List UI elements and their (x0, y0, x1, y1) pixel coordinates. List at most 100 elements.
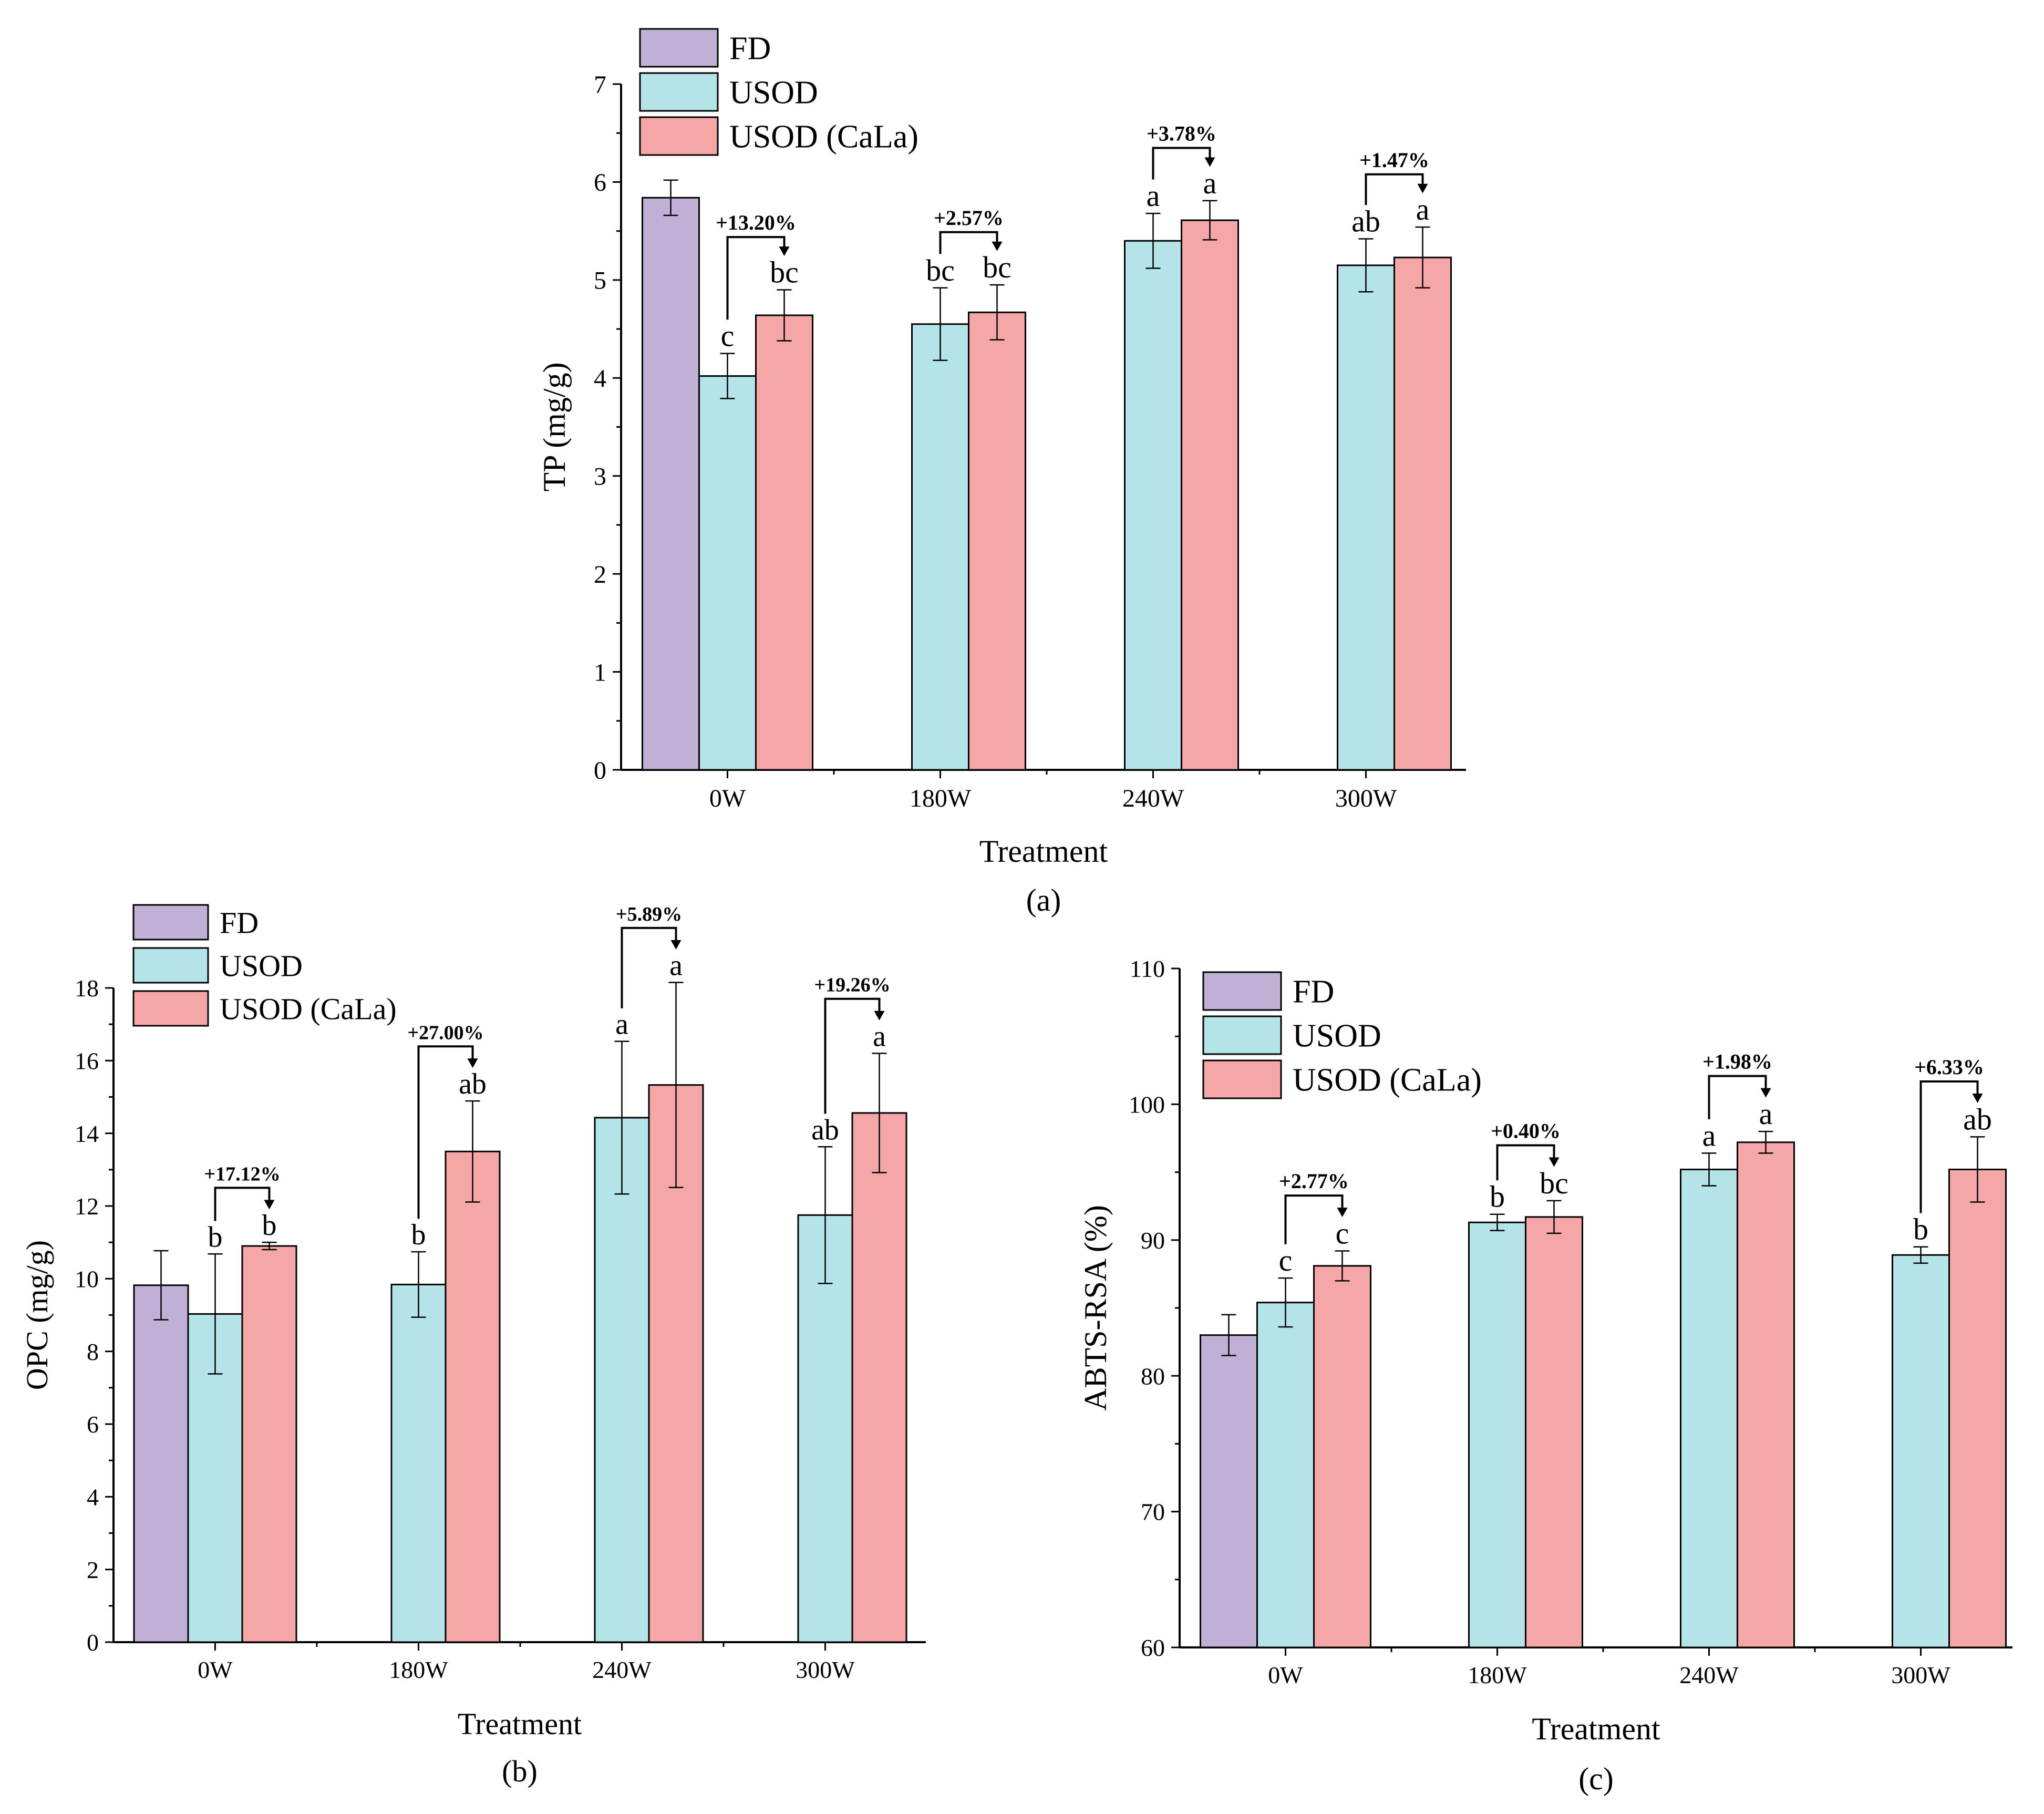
bar (642, 197, 700, 771)
x-tick-label: 0W (709, 785, 746, 812)
legend-label: USOD (CaLa) (220, 992, 397, 1026)
increase-label: +3.78% (1147, 121, 1216, 145)
comparison-bracket (1365, 173, 1424, 205)
bar (1468, 1221, 1526, 1648)
x-tick-label: 300W (796, 1656, 855, 1683)
legend-label: FD (1293, 974, 1334, 1010)
increase-label: +13.20% (716, 211, 796, 234)
arrow-head (1417, 183, 1428, 193)
increase-label: +0.40% (1491, 1119, 1561, 1142)
significance-letter: b (411, 1219, 426, 1251)
significance-letter: bc (983, 250, 1011, 284)
significance-letter: c (721, 319, 735, 353)
y-tick-label: 60 (1141, 1634, 1165, 1661)
x-tick-label: 180W (389, 1656, 448, 1683)
x-tick-label: 180W (1468, 1662, 1527, 1688)
comparison-bracket (1919, 1080, 1979, 1213)
bar (797, 1214, 853, 1643)
y-tick-label: 90 (1141, 1227, 1165, 1254)
significance-letter: ab (811, 1114, 839, 1146)
y-axis-label: OPC (mg/g) (20, 1240, 54, 1390)
arrow-head (1337, 1208, 1348, 1218)
y-tick-label: 80 (1141, 1363, 1165, 1389)
comparison-bracket (939, 231, 998, 254)
significance-letter: a (1759, 1097, 1773, 1131)
arrow-head (1760, 1088, 1771, 1098)
significance-letter: b (1913, 1212, 1928, 1246)
bar (390, 1283, 447, 1643)
comparison-bracket (1708, 1075, 1767, 1120)
x-tick-label: 240W (1122, 785, 1184, 812)
y-tick-label: 110 (1130, 955, 1165, 982)
significance-letter: a (1203, 166, 1217, 200)
significance-letter: a (1147, 179, 1160, 213)
significance-letter: b (262, 1209, 277, 1242)
bar (1124, 240, 1182, 771)
legend-label: USOD (1293, 1018, 1381, 1054)
bar (1948, 1168, 2007, 1648)
arrow-head (670, 940, 682, 950)
bar (1680, 1168, 1738, 1648)
bar (1337, 264, 1395, 771)
comparison-bracket (417, 1045, 474, 1219)
x-tick-label: 0W (198, 1656, 233, 1683)
significance-letter: a (669, 950, 683, 982)
legend-swatch (1202, 971, 1282, 1011)
x-tick-label: 0W (1268, 1662, 1303, 1688)
bar (1256, 1302, 1315, 1648)
bar (698, 375, 757, 771)
legend-label: USOD (CaLa) (1293, 1063, 1482, 1098)
bar (1892, 1254, 1950, 1648)
y-tick-label: 7 (594, 71, 606, 99)
y-tick-label: 16 (75, 1047, 99, 1074)
significance-letter: bc (770, 255, 799, 290)
bar (911, 323, 969, 771)
significance-letter: c (1336, 1216, 1349, 1250)
y-tick-label: 14 (75, 1120, 99, 1147)
increase-label: +5.89% (616, 903, 682, 925)
bar (1181, 219, 1239, 771)
y-tick-label: 8 (87, 1338, 99, 1365)
significance-letter: a (873, 1021, 886, 1053)
x-axis-label: Treatment (458, 1707, 582, 1741)
y-tick-label: 6 (87, 1411, 99, 1438)
y-tick-label: 5 (594, 267, 606, 295)
bar (133, 1284, 189, 1643)
bar (1525, 1216, 1583, 1648)
significance-letter: ab (459, 1068, 487, 1100)
y-tick-label: 12 (75, 1193, 99, 1220)
legend-swatch (1202, 1015, 1282, 1055)
chart-panel-3: 60 70 80 90 100 110 ABTS-RSA (%) 0W c c +2.77% 180W… (1078, 955, 2012, 1796)
legend-label: FD (220, 905, 259, 940)
y-tick-label: 2 (594, 561, 606, 589)
increase-label: +2.57% (934, 206, 1004, 230)
significance-letter: b (208, 1221, 223, 1253)
arrow-head (1549, 1157, 1560, 1167)
increase-label: +1.47% (1359, 148, 1429, 172)
y-tick-label: 6 (594, 169, 606, 197)
legend-label: USOD (220, 949, 303, 983)
bar (1737, 1141, 1795, 1648)
legend-swatch (639, 72, 719, 112)
bar (445, 1150, 501, 1643)
bar (241, 1245, 297, 1643)
x-axis-label: Treatment (1532, 1712, 1660, 1746)
chart-panel-2: 0 2 4 6 8 10 12 14 16 18 OPC (mg/g) 0W b b +17.12% 180W… (20, 903, 926, 1788)
legend-swatch (639, 116, 719, 156)
legend-swatch (1202, 1059, 1282, 1099)
bar (1393, 256, 1452, 771)
comparison-bracket (214, 1187, 271, 1221)
comparison-bracket (824, 997, 881, 1114)
significance-letter: a (1702, 1118, 1716, 1152)
bar (968, 311, 1026, 771)
comparison-bracket (1152, 147, 1211, 180)
arrow-head (992, 241, 1003, 251)
y-tick-label: 1 (594, 658, 606, 686)
bar (851, 1112, 907, 1643)
increase-label: +19.26% (814, 974, 890, 996)
y-tick-label: 10 (75, 1265, 99, 1292)
significance-letter: a (615, 1008, 628, 1041)
increase-label: +1.98% (1702, 1050, 1772, 1074)
